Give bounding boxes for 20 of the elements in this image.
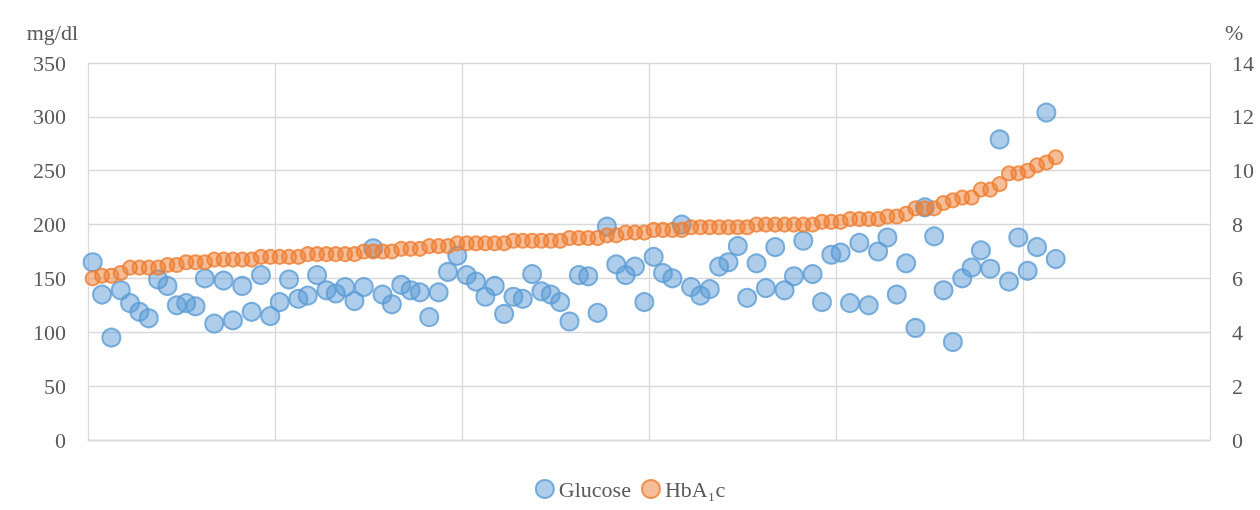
y2-tick-label: 12 bbox=[1232, 104, 1254, 130]
y2-tick-label: 14 bbox=[1232, 50, 1254, 76]
legend-label: Glucose bbox=[558, 476, 631, 502]
y-tick-label: 0 bbox=[55, 427, 66, 453]
y-axis-title: mg/dl bbox=[26, 19, 78, 45]
y-tick-label: 50 bbox=[44, 373, 66, 399]
y-tick-label: 200 bbox=[33, 212, 66, 238]
y-tick-label: 250 bbox=[33, 158, 66, 184]
y2-tick-label: 4 bbox=[1232, 319, 1243, 345]
y2-tick-label: 2 bbox=[1232, 373, 1243, 399]
y-tick-label: 100 bbox=[33, 319, 66, 345]
y-tick-label: 350 bbox=[33, 50, 66, 76]
y-tick-label: 300 bbox=[33, 104, 66, 130]
legend-label: HbA₁c bbox=[664, 476, 726, 502]
y2-tick-label: 6 bbox=[1232, 265, 1243, 291]
y2-axis-title: % bbox=[1225, 19, 1244, 45]
y2-tick-label: 0 bbox=[1232, 427, 1243, 453]
y2-tick-label: 8 bbox=[1232, 212, 1243, 238]
y-tick-label: 150 bbox=[33, 265, 66, 291]
y2-tick-label: 10 bbox=[1232, 158, 1254, 184]
